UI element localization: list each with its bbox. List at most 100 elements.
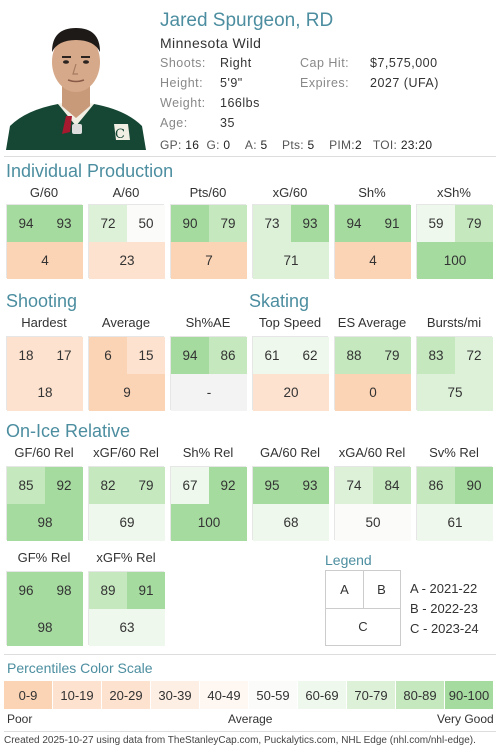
stat-box-xgf-60-rel: 82 79 69 [88, 466, 165, 541]
stat-cell-gf-60-rel-b: 92 [45, 467, 83, 504]
stat-cell-hardest-b: 17 [45, 337, 83, 374]
stat-header-xgf-rel: xGF% Rel [96, 550, 156, 565]
scale-title: Percentiles Color Scale [7, 660, 153, 676]
stat-header-hardest: Hardest [21, 315, 67, 330]
stat-cell-sh-a: 94 [335, 205, 373, 242]
stat-box-sh-rel: 67 92 100 [170, 466, 247, 541]
team-name: Minnesota Wild [160, 35, 262, 51]
stat-cell-sh-ae-a: 94 [171, 337, 209, 374]
stat-cell-sh-c: 4 [335, 242, 411, 279]
season-stat-line: GP: 16 G: 0 A: 5 Pts: 5 PIM:2 TOI: 23:20 [160, 138, 432, 152]
stat-cell-xga-60-rel-c: 50 [335, 504, 411, 541]
pim-value: 2 [354, 138, 362, 152]
footer-credits: Created 2025-10-27 using data from TheSt… [4, 735, 476, 746]
pts-label: Pts: [282, 138, 304, 152]
section-shooting: Shooting [6, 291, 78, 311]
shoots-label: Shoots: [160, 56, 206, 70]
stat-cell-xgf-rel-b: 91 [127, 572, 165, 609]
weight-value: 166lbs [220, 96, 260, 110]
stat-cell-sh-ae-b: 86 [209, 337, 247, 374]
stat-cell-pts-60-a: 90 [171, 205, 209, 242]
scale-bin-50-59: 50-59 [249, 681, 297, 709]
stat-header-es-average: ES Average [337, 315, 407, 330]
stat-cell-g-60-c: 4 [7, 242, 83, 279]
stat-cell-es-average-b: 79 [373, 337, 411, 374]
stat-header-g-60: G/60 [29, 185, 59, 200]
stat-box-pts-60: 90 79 7 [170, 204, 247, 279]
stat-cell-sh-rel-a: 67 [171, 467, 209, 504]
age-label: Age: [160, 116, 188, 130]
player-name: Jared Spurgeon, RD [160, 10, 334, 31]
legend-cell-c: C [358, 619, 368, 634]
stat-box-xg-60: 73 93 71 [252, 204, 329, 279]
scale-average-label: Average [228, 712, 273, 726]
stat-cell-g-60-a: 94 [7, 205, 45, 242]
stat-cell-ga-60-rel-a: 95 [253, 467, 291, 504]
stat-cell-sh-b: 91 [373, 205, 411, 242]
stat-cell-gf-60-rel-c: 98 [7, 504, 83, 541]
stat-box-sh: 94 91 4 [334, 204, 411, 279]
stat-cell-top-speed-b: 62 [291, 337, 329, 374]
stat-cell-top-speed-c: 20 [253, 374, 329, 411]
stat-cell-sv-rel-b: 90 [455, 467, 493, 504]
stat-box-sh-ae: 94 86- [170, 336, 247, 411]
stat-header-ga-60-rel: GA/60 Rel [260, 445, 320, 460]
height-label: Height: [160, 76, 204, 90]
gp-value: 16 [185, 138, 200, 152]
stat-cell-xsh-a: 59 [417, 205, 455, 242]
stat-cell-xsh-c: 100 [417, 242, 493, 279]
gp-label: GP: [160, 138, 182, 152]
expires-label: Expires: [300, 76, 350, 90]
stat-cell-xgf-60-rel-b: 79 [127, 467, 165, 504]
height-value: 5'9" [220, 76, 243, 90]
stat-cell-top-speed-a: 61 [253, 337, 291, 374]
stat-cell-average-b: 15 [127, 337, 165, 374]
scale-bin-20-29: 20-29 [102, 681, 150, 709]
stat-cell-gf-rel-b: 98 [45, 572, 83, 609]
stat-cell-xsh-b: 79 [455, 205, 493, 242]
stat-cell-average-c: 9 [89, 374, 165, 411]
scale-bin-80-89: 80-89 [396, 681, 444, 709]
stat-header-xg-60: xG/60 [272, 185, 308, 200]
stat-box-hardest: 18 17 18 [6, 336, 83, 411]
stat-header-average: Average [101, 315, 151, 330]
section-individual-production: Individual Production [6, 161, 174, 181]
g-value: 0 [223, 138, 231, 152]
stat-cell-a-60-c: 23 [89, 242, 165, 279]
stat-header-gf-60-rel: GF/60 Rel [14, 445, 74, 460]
stat-cell-gf-rel-a: 96 [7, 572, 45, 609]
shoots-value: Right [220, 56, 252, 70]
cap-hit-value: $7,575,000 [370, 56, 438, 70]
pim-label: PIM: [329, 138, 355, 152]
stat-header-sh: Sh% [358, 185, 386, 200]
stat-cell-xg-60-b: 93 [291, 205, 329, 242]
stat-header-xgf-60-rel: xGF/60 Rel [93, 445, 159, 460]
stat-cell-sv-rel-a: 86 [417, 467, 455, 504]
scale-poor-label: Poor [7, 712, 33, 726]
stat-cell-gf-rel-c: 98 [7, 609, 83, 646]
scale-bin-40-49: 40-49 [200, 681, 248, 709]
stat-box-gf-rel: 96 98 98 [6, 571, 83, 646]
stat-header-sh-rel: Sh% Rel [182, 445, 234, 460]
stat-cell-xga-60-rel-b: 84 [373, 467, 411, 504]
stat-cell-pts-60-b: 79 [209, 205, 247, 242]
footer-divider [4, 731, 496, 732]
stat-box-bursts-mi: 83 72 75 [416, 336, 493, 411]
section-on-ice-relative: On-Ice Relative [6, 421, 131, 441]
stat-cell-g-60-b: 93 [45, 205, 83, 242]
weight-label: Weight: [160, 96, 206, 110]
scale-bin-60-69: 60-69 [298, 681, 346, 709]
toi-value: 23:20 [400, 138, 433, 152]
stat-cell-bursts-mi-c: 75 [417, 374, 493, 411]
stat-cell-gf-60-rel-a: 85 [7, 467, 45, 504]
stat-cell-ga-60-rel-c: 68 [253, 504, 329, 541]
stat-box-g-60: 94 93 4 [6, 204, 83, 279]
scale-very-good-label: Very Good [437, 712, 494, 726]
a-value: 5 [260, 138, 268, 152]
header-divider [4, 156, 496, 157]
stat-cell-a-60-a: 72 [89, 205, 127, 242]
stat-cell-ga-60-rel-b: 93 [291, 467, 329, 504]
legend-divider-horizontal [326, 608, 400, 609]
scale-bin-90-100: 90-100 [445, 681, 493, 709]
stat-header-bursts-mi: Bursts/mi [426, 315, 482, 330]
